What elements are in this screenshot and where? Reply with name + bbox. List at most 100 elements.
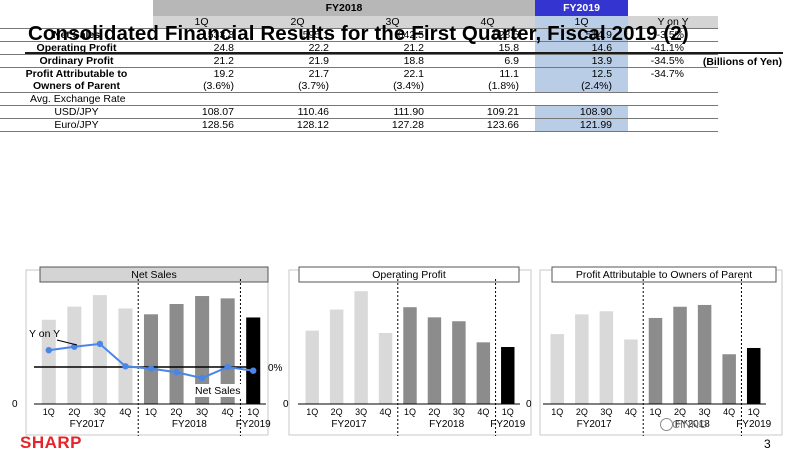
yoy-point	[122, 363, 129, 370]
table-cell: 19.2	[213, 68, 234, 80]
yoy-cell: -34.5%	[628, 54, 719, 68]
yoy-point	[147, 365, 155, 372]
y-zero-label: 0	[12, 399, 18, 410]
bar	[220, 298, 235, 404]
table-cell: 22.2	[250, 41, 345, 55]
fy2019-cell: 121.99	[535, 118, 629, 132]
bar	[673, 306, 687, 404]
net-sales-annotation: Net Sales	[195, 385, 241, 397]
row-label: Net Sales	[0, 28, 153, 42]
table-cell: 18.8	[345, 54, 440, 68]
title-underline	[25, 52, 783, 54]
group-label: FY2018	[172, 419, 207, 430]
yoy-point	[96, 340, 104, 348]
table-cell: 595.1	[250, 28, 345, 42]
group-label: FY2018	[675, 419, 710, 430]
table-cell: (3.4%)	[345, 80, 440, 93]
quarter-header: 2Q	[250, 16, 345, 29]
table-cell: 128.56	[153, 118, 250, 132]
yoy-cell: -41.1%	[628, 41, 719, 55]
bar	[648, 317, 663, 404]
bar	[246, 317, 261, 404]
watermark-icon	[660, 418, 673, 431]
fy2019-cell: 14.6	[535, 41, 629, 55]
x-tick-label: 1Q	[502, 407, 514, 417]
x-tick-label: 3Q	[600, 407, 612, 417]
row-label: Operating Profit	[0, 41, 153, 55]
table-row: USD/JPY 108.07 110.46 111.90 109.21 108.…	[0, 105, 719, 119]
fy2019-cell: (2.4%)	[535, 80, 629, 93]
bar	[143, 314, 159, 404]
fy2019-header: FY2019	[535, 0, 629, 16]
fy2019-cell: 108.90	[535, 105, 629, 119]
bar	[550, 334, 565, 404]
table-cell: 110.46	[250, 105, 345, 119]
quarter-header: 1Q	[153, 16, 250, 29]
bar	[92, 295, 107, 404]
yoy-point	[224, 363, 231, 371]
row-label: Profit Attributable to	[25, 68, 128, 80]
bar	[697, 304, 712, 404]
bar	[575, 314, 589, 404]
x-tick-label: 1Q	[306, 407, 318, 417]
table-cell: 15.8	[440, 41, 536, 55]
yoy-cell-empty	[628, 80, 719, 93]
quarter-header: 3Q	[345, 16, 440, 29]
table-cell: 21.9	[250, 54, 345, 68]
x-tick-label: 4Q	[119, 407, 131, 417]
chart-title: Net Sales	[131, 269, 177, 281]
unit-label: (Billions of Yen)	[702, 56, 782, 68]
table-row: Profit Attributable to 19.2 21.7 22.1 11…	[0, 67, 718, 80]
x-tick-label: 3Q	[196, 407, 208, 417]
yoy-header: Y on Y	[628, 16, 719, 29]
fx-label: Avg. Exchange Rate	[0, 92, 153, 106]
bar	[329, 309, 344, 404]
quarter-header: 4Q	[440, 16, 536, 29]
x-tick-label: 2Q	[674, 407, 686, 417]
x-tick-label: 1Q	[247, 407, 259, 417]
net-sales-annotation-bg	[193, 384, 246, 397]
bar	[41, 319, 56, 404]
table-cell: (3.6%)	[153, 80, 250, 93]
x-tick-label: 4Q	[380, 407, 392, 417]
row-label: Owners of Parent	[0, 80, 153, 93]
x-tick-label: 2Q	[331, 407, 343, 417]
fy2018-header: FY2018	[153, 0, 536, 16]
fy2019-cell: 13.9	[535, 54, 629, 68]
x-tick-label: 3Q	[355, 407, 367, 417]
fy2019-quarter-header: 1Q	[535, 16, 629, 29]
group-label: FY2019	[736, 419, 771, 430]
watermark: CINNO	[672, 419, 708, 431]
fy2019-cell: 12.5	[535, 67, 629, 80]
bar	[452, 321, 466, 404]
bar	[722, 354, 736, 404]
table-cell: 21.2	[345, 41, 440, 55]
page-number: 3	[764, 437, 771, 451]
yoy-point	[173, 369, 180, 376]
page-title: Consolidated Financial Results for the F…	[28, 22, 689, 45]
x-tick-label: 4Q	[477, 407, 489, 417]
x-tick-label: 2Q	[171, 407, 183, 417]
x-tick-label: 1Q	[404, 407, 416, 417]
bar	[378, 332, 393, 404]
yoy-point	[250, 367, 257, 374]
table-cell: 21.2	[153, 54, 250, 68]
table-cell: 642.5	[345, 28, 440, 42]
table-cell: 11.1	[499, 68, 520, 80]
table-cell: 127.28	[345, 118, 440, 132]
yoy-cell: -3.5%	[628, 28, 719, 42]
yoy-annotation-pointer	[56, 339, 78, 346]
table-cell: (3.7%)	[250, 80, 345, 93]
x-tick-label: 1Q	[551, 407, 563, 417]
zero-percent-label: 0%	[268, 363, 283, 374]
group-label: FY2018	[429, 419, 464, 430]
y-zero-label: 0	[526, 399, 532, 410]
table-cell: 22.1	[403, 68, 424, 80]
table-row: Owners of Parent (3.6%) (3.7%) (3.4%) (1…	[0, 80, 719, 93]
table-row: Operating Profit 24.8 22.2 21.2 15.8 14.…	[0, 41, 719, 55]
table-row: Euro/JPY 128.56 128.12 127.28 123.66 121…	[0, 118, 719, 132]
x-tick-label: 4Q	[625, 407, 637, 417]
x-tick-label: 2Q	[576, 407, 588, 417]
group-label: FY2017	[331, 419, 366, 430]
